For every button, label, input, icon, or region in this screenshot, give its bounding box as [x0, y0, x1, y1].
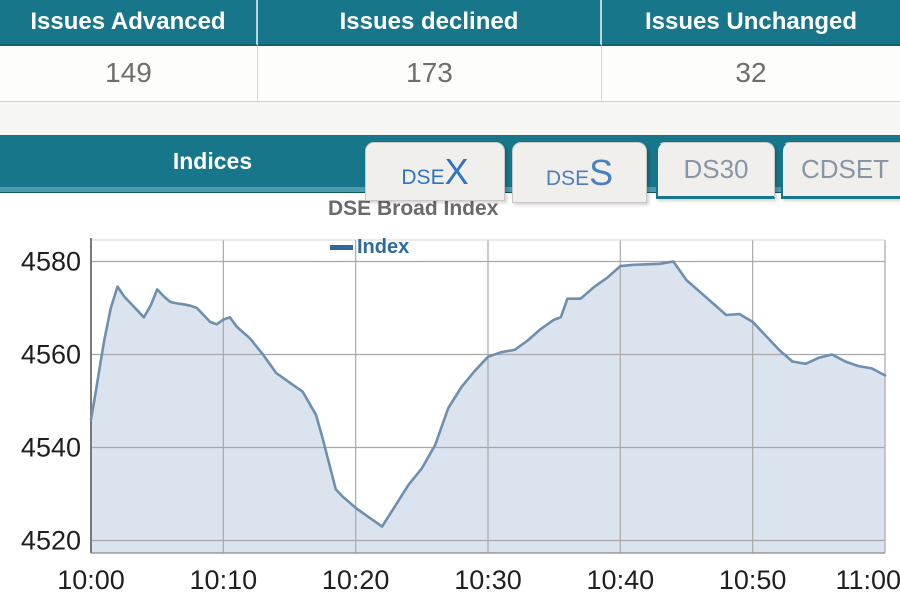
- issues-unchanged-header: Issues Unchanged: [602, 0, 900, 46]
- svg-text:4520: 4520: [21, 526, 81, 556]
- tab-ds30[interactable]: DS30: [656, 142, 775, 199]
- tab-cdset-label: CDSET: [800, 154, 890, 184]
- issues-declined-header: Issues declined: [258, 0, 602, 46]
- svg-text:10:10: 10:10: [190, 565, 258, 595]
- legend-series-label: Index: [357, 236, 410, 258]
- issues-declined-column: Issues declined 173: [258, 0, 602, 101]
- tab-dses[interactable]: DSES: [512, 142, 647, 203]
- svg-text:10:20: 10:20: [322, 565, 390, 595]
- indices-title: Indices: [172, 148, 253, 174]
- issues-unchanged-column: Issues Unchanged 32: [602, 0, 900, 101]
- tab-dsex-label: DSEX: [401, 150, 469, 192]
- svg-text:4560: 4560: [21, 340, 81, 370]
- tab-ds30-label: DS30: [683, 154, 749, 184]
- svg-text:11:00: 11:00: [835, 565, 900, 595]
- svg-text:10:50: 10:50: [719, 565, 787, 595]
- svg-text:10:40: 10:40: [587, 565, 655, 595]
- issues-advanced-column: Issues Advanced 149: [0, 0, 258, 101]
- tab-cdset[interactable]: CDSET: [781, 142, 900, 199]
- issues-unchanged-value: 32: [602, 46, 900, 101]
- tab-dsex[interactable]: DSEX: [365, 142, 505, 201]
- spacer-strip: [0, 102, 900, 135]
- issues-declined-value: 173: [258, 46, 602, 101]
- svg-text:4580: 4580: [21, 247, 81, 277]
- tab-dses-label: DSES: [545, 151, 614, 193]
- legend-line-swatch: [330, 245, 353, 250]
- chart-legend: Index: [330, 236, 409, 259]
- issues-advanced-value: 149: [0, 46, 258, 101]
- svg-text:10:00: 10:00: [57, 565, 125, 595]
- svg-text:4540: 4540: [21, 433, 81, 463]
- svg-text:10:30: 10:30: [454, 565, 522, 595]
- issues-summary-table: Issues Advanced 149 Issues declined 173 …: [0, 0, 900, 102]
- chart-title: DSE Broad Index: [328, 197, 499, 220]
- issues-advanced-header: Issues Advanced: [0, 0, 258, 46]
